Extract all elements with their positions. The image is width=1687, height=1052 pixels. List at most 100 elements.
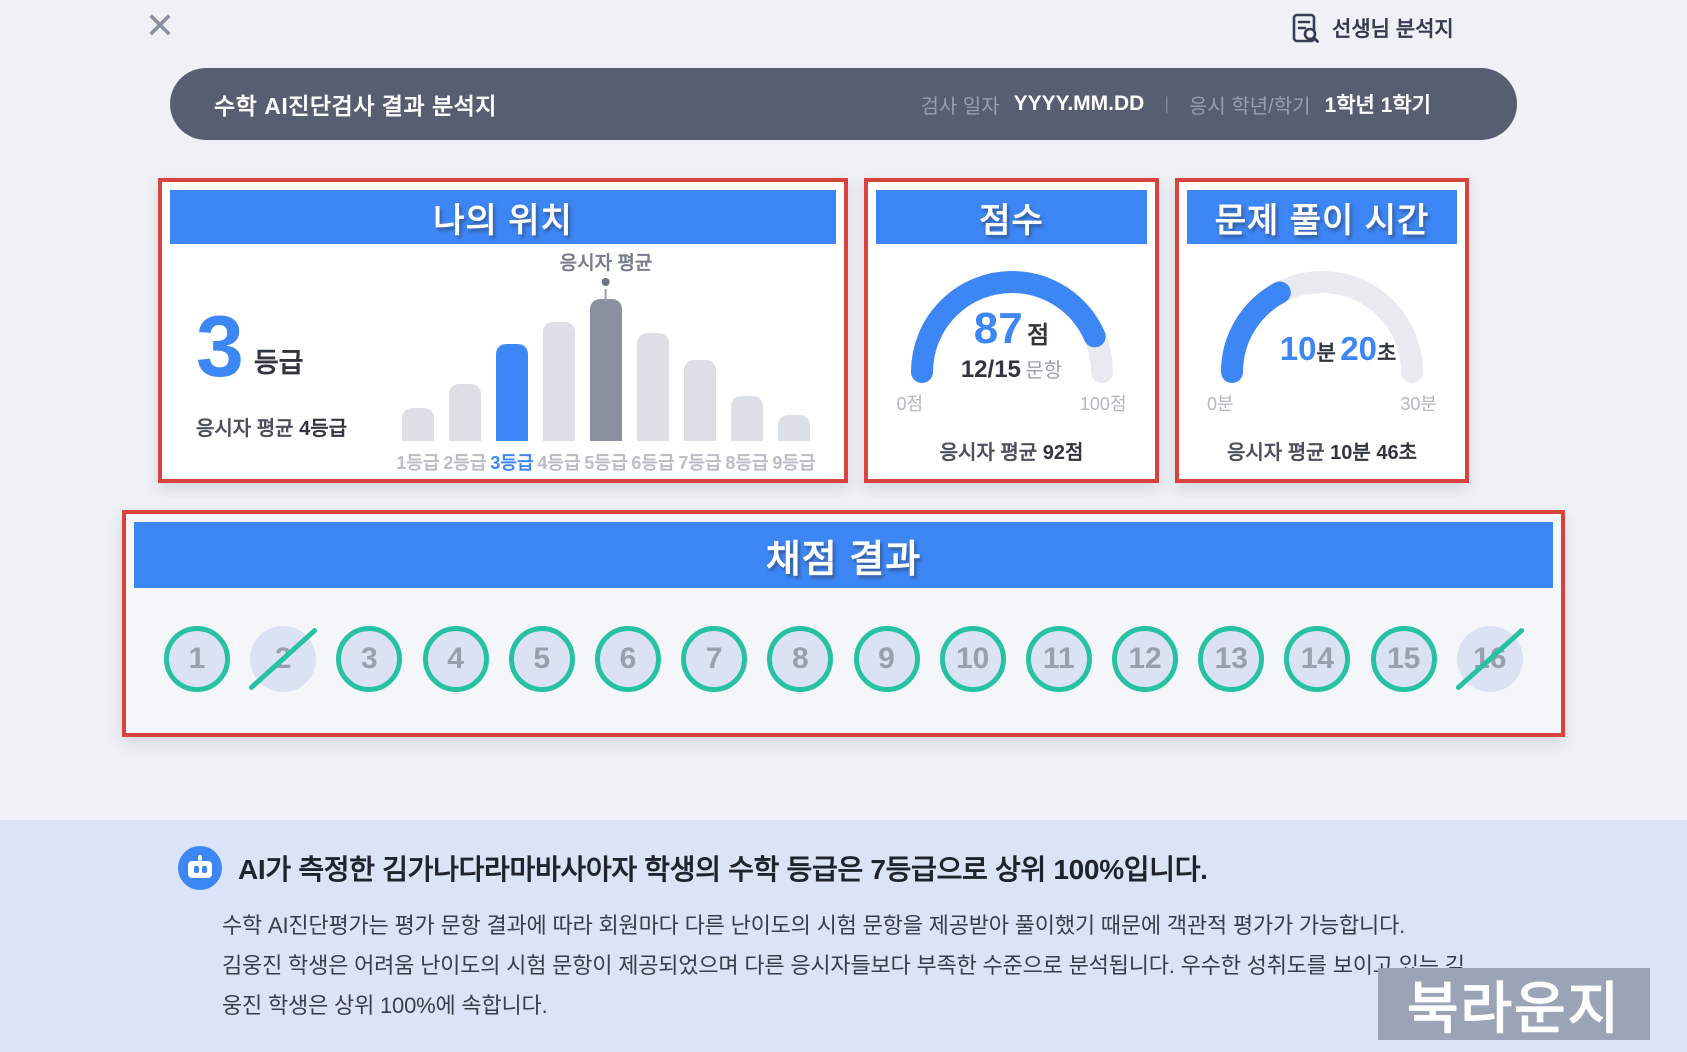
- grading-result-card-header: 채점 결과: [134, 522, 1553, 588]
- my-position-card: 나의 위치 3 등급 응시자 평균 4등급 1등급 2등급 3등급 4등급 응시자 평균…: [158, 178, 848, 483]
- grade-bar: [637, 333, 669, 441]
- score-unit: 점: [1027, 322, 1050, 349]
- teacher-analysis-label: 선생님 분석지: [1332, 18, 1454, 41]
- question-number: 7: [705, 641, 723, 675]
- grade-bar-label: 7등급: [678, 453, 722, 473]
- question-number: 9: [878, 641, 895, 675]
- score-min-label: 0점: [896, 394, 924, 414]
- score-max-label: 100점: [1079, 394, 1127, 414]
- ai-robot-icon: [178, 846, 222, 890]
- score-gauge: 87 점 12/15 문항: [897, 262, 1127, 384]
- questions-unit: 문항: [1025, 360, 1063, 382]
- question-number: 6: [619, 641, 637, 675]
- question-circle-correct: 14: [1284, 625, 1351, 692]
- question-number: 14: [1300, 641, 1335, 675]
- grade-bar: [731, 396, 763, 441]
- question-number: 3: [361, 641, 378, 675]
- question-circle-wrong: 16: [1454, 625, 1525, 692]
- my-grade-summary: 3 등급 응시자 평균 4등급: [162, 244, 374, 479]
- score-title: 점수: [979, 201, 1044, 240]
- grade-bar-column: 7등급: [677, 360, 724, 475]
- teacher-analysis-button[interactable]: 선생님 분석지: [1286, 10, 1454, 46]
- average-marker-dash-icon: [605, 289, 607, 301]
- question-number: 11: [1043, 641, 1075, 675]
- time-average-label: 응시자 평균: [1227, 442, 1325, 464]
- time-seconds-unit: 초: [1376, 342, 1397, 365]
- test-date-value: YYYY.MM.DD: [1013, 92, 1145, 115]
- score-card-header: 점수: [876, 190, 1147, 244]
- question-circle-correct: 6: [594, 625, 661, 692]
- my-grade-unit: 등급: [253, 348, 304, 378]
- question-circle-correct: 15: [1370, 625, 1437, 692]
- grade-bar-column: 응시자 평균 5등급: [560, 253, 653, 475]
- my-position-title: 나의 위치: [433, 201, 573, 240]
- grade-term-label: 응시 학년/학기: [1189, 95, 1311, 118]
- document-search-icon: [1286, 10, 1322, 46]
- grade-bar-label: 3등급: [490, 453, 534, 473]
- header-divider: |: [1164, 93, 1169, 114]
- time-minutes-value: 10: [1279, 330, 1317, 367]
- grade-bar-label: 6등급: [631, 453, 675, 473]
- grading-result-card: 채점 결과 12345678910111213141516: [122, 510, 1565, 737]
- question-circle-correct: 12: [1112, 625, 1179, 692]
- question-circle-correct: 5: [508, 625, 575, 692]
- question-circle-correct: 13: [1198, 625, 1265, 692]
- position-average-label: 응시자 평균: [196, 418, 294, 440]
- question-circle-correct: 3: [336, 625, 403, 692]
- grade-bar: [684, 360, 716, 441]
- score-card: 점수 87 점 12/15 문항 0점 100점: [864, 178, 1159, 483]
- grade-bar-column: 3등급: [489, 344, 536, 475]
- watermark-text: 북라운지: [1406, 976, 1622, 1040]
- my-position-card-header: 나의 위치: [170, 190, 836, 244]
- ai-summary-headline: AI가 측정한 김가나다라마바사아자 학생의 수학 등급은 7등급으로 상위 1…: [238, 854, 1208, 885]
- grade-bar: [402, 408, 434, 441]
- summary-body-line2: 김웅진 학생은 어려움 난이도의 시험 문항이 제공되었으며 다른 응시자들보다…: [222, 953, 1465, 1019]
- position-average-value: 4등급: [299, 418, 348, 440]
- grade-bar: [496, 344, 528, 441]
- question-number: 1: [188, 641, 206, 675]
- average-marker-label: 응시자 평균: [559, 253, 653, 274]
- grade-bar-label: 8등급: [725, 453, 769, 473]
- question-circle-wrong: 2: [248, 625, 319, 692]
- my-grade-value: 3: [196, 299, 244, 395]
- wrong-slash-icon: [1454, 626, 1525, 691]
- average-marker-dot-icon: [602, 278, 610, 286]
- question-number: 12: [1128, 641, 1162, 675]
- test-date-label: 검사 일자: [920, 95, 1000, 118]
- question-circle-correct: 4: [422, 625, 489, 692]
- ai-summary-body: 수학 AI진단평가는 평가 문항 결과에 따라 회원마다 다른 난이도의 시험 …: [222, 906, 1474, 1026]
- question-circle-correct: 1: [164, 625, 230, 692]
- questions-value: 12/15: [960, 356, 1021, 383]
- grade-bar-label: 5등급: [584, 453, 628, 473]
- time-gauge: 10분 20초: [1207, 262, 1437, 384]
- grade-bar: [543, 322, 575, 441]
- question-result-row: 12345678910111213141516: [126, 588, 1561, 729]
- question-number: 5: [533, 641, 551, 675]
- summary-body-line1: 수학 AI진단평가는 평가 문항 결과에 따라 회원마다 다른 난이도의 시험 …: [222, 913, 1406, 938]
- grade-bar: [778, 415, 810, 441]
- grade-bar-label: 2등급: [443, 453, 487, 473]
- grade-bar-label: 4등급: [537, 453, 581, 473]
- report-title: 수학 AI진단검사 결과 분석지: [214, 93, 497, 119]
- report-header: 수학 AI진단검사 결과 분석지 검사 일자 YYYY.MM.DD | 응시 학…: [170, 68, 1517, 140]
- question-circle-correct: 11: [1025, 625, 1092, 692]
- grade-bar-column: 8등급: [724, 396, 771, 475]
- grade-bar-column: 2등급: [442, 384, 489, 475]
- solving-time-title: 문제 풀이 시간: [1214, 201, 1430, 240]
- grade-bar: [590, 299, 622, 441]
- question-circle-correct: 10: [939, 625, 1006, 692]
- grading-result-title: 채점 결과: [765, 538, 922, 581]
- question-circle-correct: 9: [853, 625, 920, 692]
- question-number: 13: [1214, 641, 1248, 675]
- question-circle-correct: 8: [767, 625, 834, 692]
- time-minutes-unit: 분: [1316, 342, 1336, 365]
- grade-bar: [449, 384, 481, 441]
- time-min-label: 0분: [1207, 394, 1234, 414]
- grade-bar-label: 9등급: [772, 453, 816, 473]
- question-number: 15: [1386, 641, 1421, 675]
- close-button[interactable]: ✕: [144, 5, 176, 46]
- score-average-value: 92점: [1042, 442, 1084, 464]
- grade-distribution-chart: 1등급 2등급 3등급 4등급 응시자 평균 5등급 6등급 7등급 8등급 9등급: [374, 244, 844, 479]
- watermark-badge: 북라운지: [1378, 968, 1650, 1040]
